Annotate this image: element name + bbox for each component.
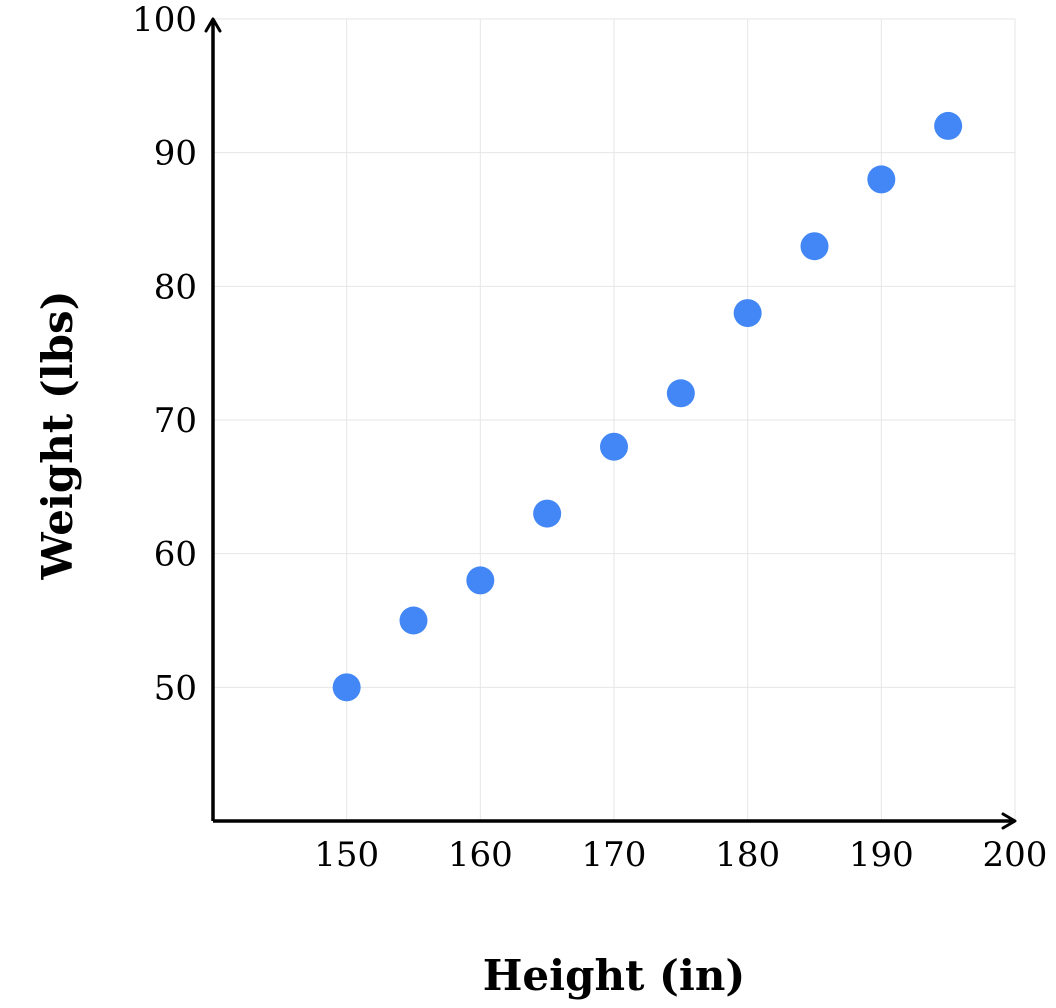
data-point-195-92 (934, 111, 963, 140)
data-point-170-68 (600, 432, 628, 461)
y-axis-title: Weight (lbs) (33, 290, 82, 580)
x-axis-title: Height (in) (483, 951, 746, 1000)
y-tick-label-80: 80 (154, 267, 197, 307)
grid (213, 18, 1016, 821)
axes (204, 17, 1017, 830)
y-tick-label-70: 70 (154, 401, 197, 441)
data-point-175-72 (666, 379, 695, 408)
x-tick-label-180: 180 (715, 835, 780, 875)
data-point-185-83 (800, 232, 829, 261)
tick-labels: 150 160 170 180 190 200 50 60 70 80 90 100 (132, 0, 1047, 875)
data-point-165-63 (533, 499, 562, 528)
x-tick-label-190: 190 (849, 835, 914, 875)
y-axis-arrow-icon (204, 17, 222, 33)
x-axis-arrow-icon (1001, 812, 1017, 830)
data-points (332, 111, 963, 702)
y-tick-label-90: 90 (154, 134, 197, 174)
data-point-180-78 (733, 299, 762, 328)
x-tick-label-170: 170 (582, 835, 647, 875)
data-point-155-55 (399, 606, 428, 635)
x-tick-label-150: 150 (314, 835, 379, 875)
y-tick-label-60: 60 (154, 535, 197, 575)
x-tick-label-160: 160 (448, 835, 513, 875)
data-point-190-88 (867, 165, 896, 194)
y-tick-label-50: 50 (154, 668, 197, 708)
data-point-150-50 (332, 673, 361, 702)
y-tick-label-100: 100 (132, 0, 197, 40)
data-point-160-58 (466, 566, 495, 595)
x-tick-label-200: 200 (983, 835, 1048, 875)
